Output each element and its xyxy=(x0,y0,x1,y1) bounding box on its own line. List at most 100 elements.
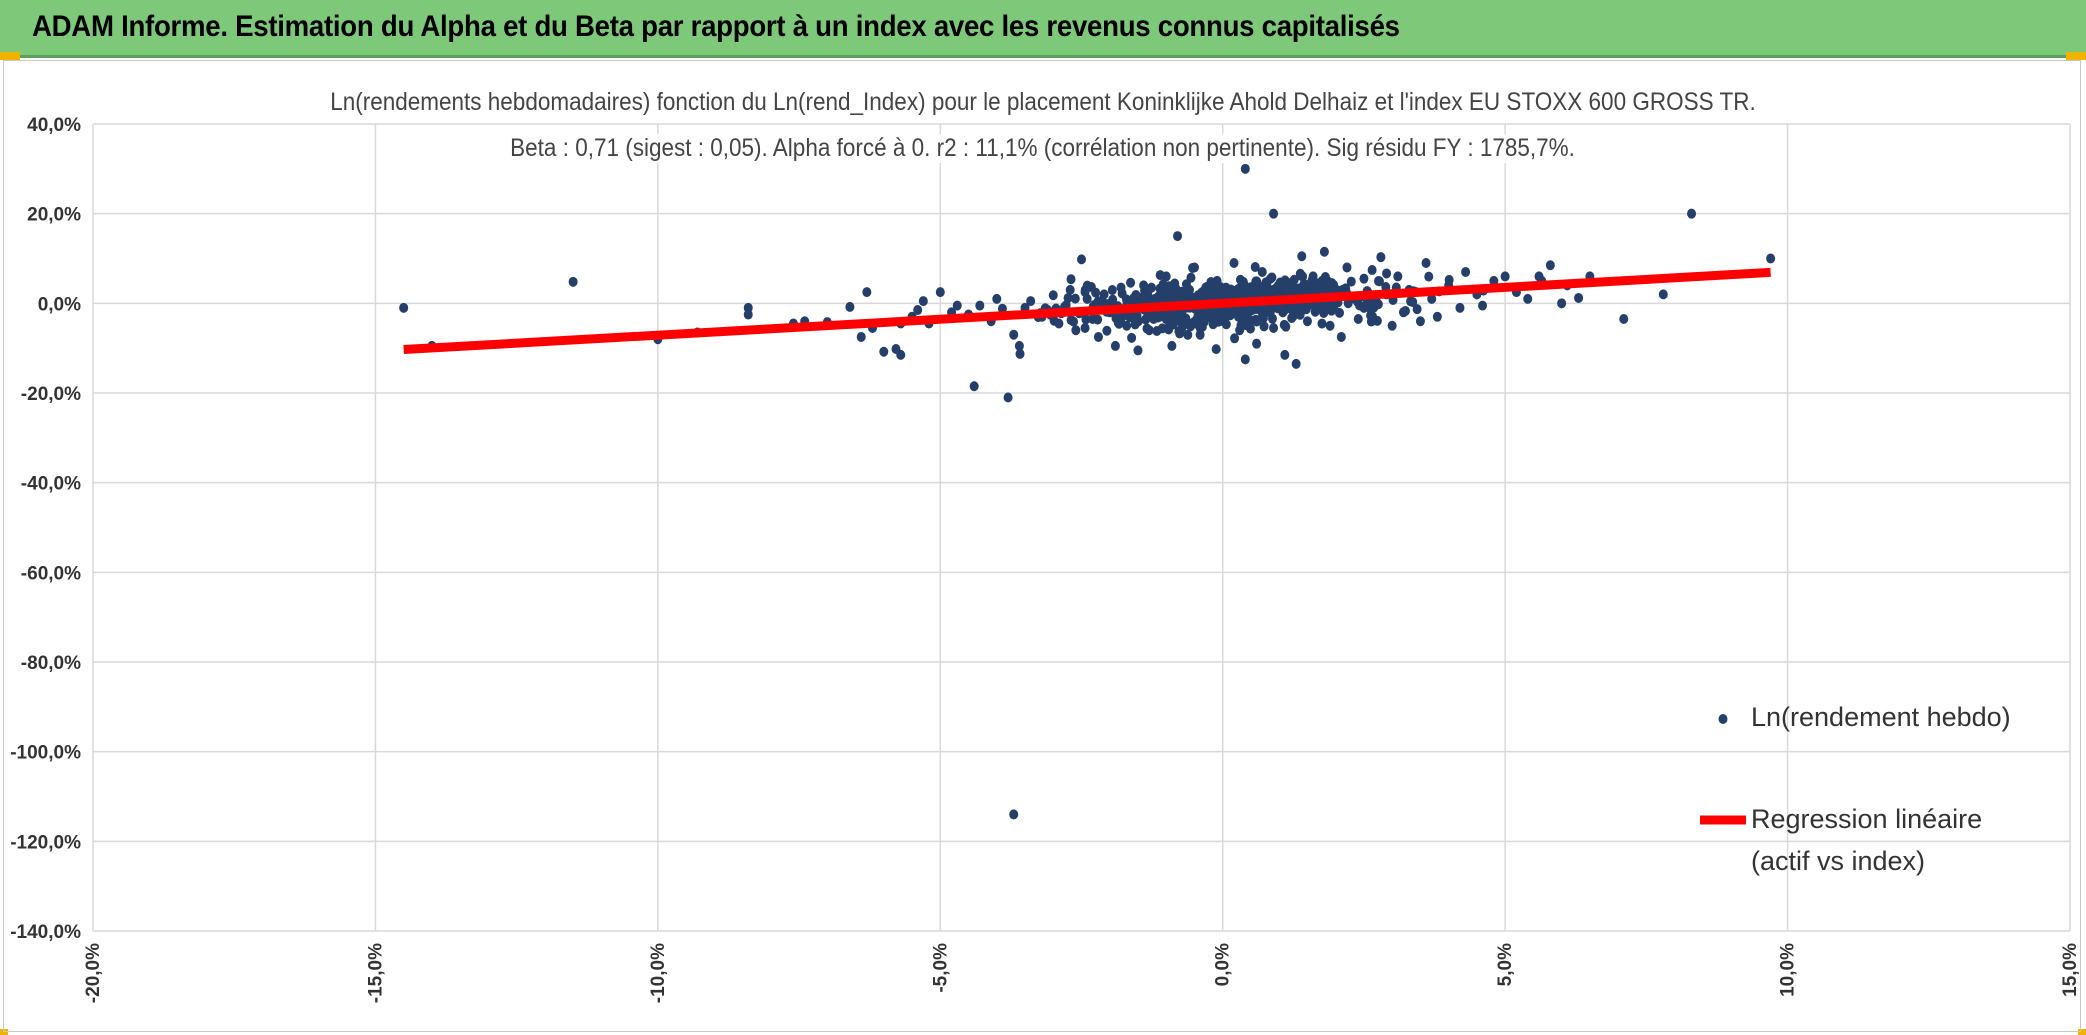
data-point xyxy=(1545,260,1555,271)
data-point xyxy=(1317,318,1327,329)
data-point xyxy=(1065,284,1075,295)
data-point xyxy=(1302,316,1312,327)
data-point xyxy=(862,287,872,298)
data-point xyxy=(879,346,889,357)
data-point xyxy=(1236,320,1246,331)
data-point xyxy=(918,296,928,307)
data-point xyxy=(1158,284,1168,295)
data-point xyxy=(1015,348,1025,359)
y-tick-label: -40,0% xyxy=(21,474,81,495)
data-point xyxy=(1408,296,1418,307)
data-point xyxy=(1427,293,1437,304)
legend-scatter-label: Ln(rendement hebdo) xyxy=(1751,702,2011,732)
data-point xyxy=(1066,274,1076,285)
data-point xyxy=(1279,319,1289,330)
data-point xyxy=(1026,296,1036,307)
header-bar: ADAM Informe. Estimation du Alpha et du … xyxy=(0,0,2086,58)
data-point xyxy=(1070,293,1080,304)
data-point xyxy=(1374,276,1384,287)
data-point xyxy=(568,276,578,287)
data-point xyxy=(1080,322,1090,333)
data-point xyxy=(1240,354,1250,365)
data-point xyxy=(1500,271,1510,282)
data-point xyxy=(1267,272,1277,283)
data-point xyxy=(1129,310,1139,321)
data-point xyxy=(1130,319,1140,330)
data-point xyxy=(1421,257,1431,268)
data-point xyxy=(1009,809,1019,820)
data-point xyxy=(935,287,945,298)
data-point xyxy=(1557,298,1567,309)
data-point xyxy=(1269,322,1279,333)
data-point xyxy=(1260,285,1270,296)
data-point xyxy=(1230,333,1240,344)
data-point xyxy=(1366,310,1376,321)
legend-marks xyxy=(1700,714,1746,825)
regression-line-group xyxy=(403,267,1771,355)
data-point xyxy=(1291,358,1301,369)
data-point xyxy=(1327,278,1337,289)
header-title: ADAM Informe. Estimation du Alpha et du … xyxy=(32,10,1400,43)
y-tick-label: -100,0% xyxy=(10,743,81,764)
data-point xyxy=(1295,303,1305,314)
data-point xyxy=(1455,302,1465,313)
scatter-points xyxy=(399,163,1776,820)
data-point xyxy=(1287,313,1297,324)
data-point xyxy=(1224,290,1234,301)
corner-handle-top-right xyxy=(2066,52,2086,60)
regression-line xyxy=(403,267,1771,355)
data-point xyxy=(1009,329,1019,340)
y-tick-label: 0,0% xyxy=(38,294,81,315)
data-point xyxy=(975,300,985,311)
y-tick-label: -60,0% xyxy=(21,563,81,584)
data-point xyxy=(1107,285,1117,296)
data-point xyxy=(1116,315,1126,326)
data-point xyxy=(969,381,979,392)
data-point xyxy=(1257,266,1267,277)
data-point xyxy=(1188,262,1198,273)
data-point xyxy=(1258,313,1268,324)
data-point xyxy=(1281,284,1291,295)
data-point xyxy=(1143,289,1153,300)
data-point xyxy=(1687,208,1697,219)
data-point xyxy=(1412,304,1422,315)
data-point xyxy=(399,302,409,313)
data-point xyxy=(1183,329,1193,340)
x-tick-label: -10,0% xyxy=(648,943,669,1003)
data-point xyxy=(743,302,753,313)
data-point xyxy=(1280,349,1290,360)
data-point xyxy=(1372,315,1382,326)
data-point xyxy=(1373,299,1383,310)
data-point xyxy=(1250,262,1260,273)
data-point xyxy=(1142,323,1152,334)
data-point xyxy=(1167,340,1177,351)
data-point xyxy=(1367,265,1377,276)
data-point xyxy=(952,300,962,311)
data-point xyxy=(1478,300,1488,311)
data-point xyxy=(992,293,1002,304)
data-point xyxy=(1342,262,1352,273)
data-point xyxy=(1353,314,1363,325)
data-point xyxy=(1229,257,1239,268)
data-point xyxy=(1164,324,1174,335)
data-point xyxy=(1523,293,1533,304)
data-point xyxy=(1225,310,1235,321)
data-point xyxy=(1077,254,1086,265)
data-point xyxy=(1312,278,1322,289)
data-point xyxy=(1325,320,1335,331)
data-point xyxy=(1003,392,1013,403)
data-point xyxy=(1432,311,1442,322)
data-point xyxy=(1152,325,1162,336)
data-point xyxy=(1173,231,1183,242)
y-tick-label: -120,0% xyxy=(10,832,81,853)
data-point xyxy=(1207,290,1217,301)
data-point xyxy=(1069,316,1079,327)
data-point xyxy=(1127,332,1137,343)
x-tick-label: 0,0% xyxy=(1213,943,1234,986)
x-axis-ticks: -20,0% -15,0% -10,0% -5,0% 0,0% 5,0% 10,0% 15,0… xyxy=(83,943,2081,1003)
data-point xyxy=(1165,292,1175,303)
data-point xyxy=(1126,277,1136,288)
data-point xyxy=(1400,305,1410,316)
data-point xyxy=(1142,312,1152,323)
